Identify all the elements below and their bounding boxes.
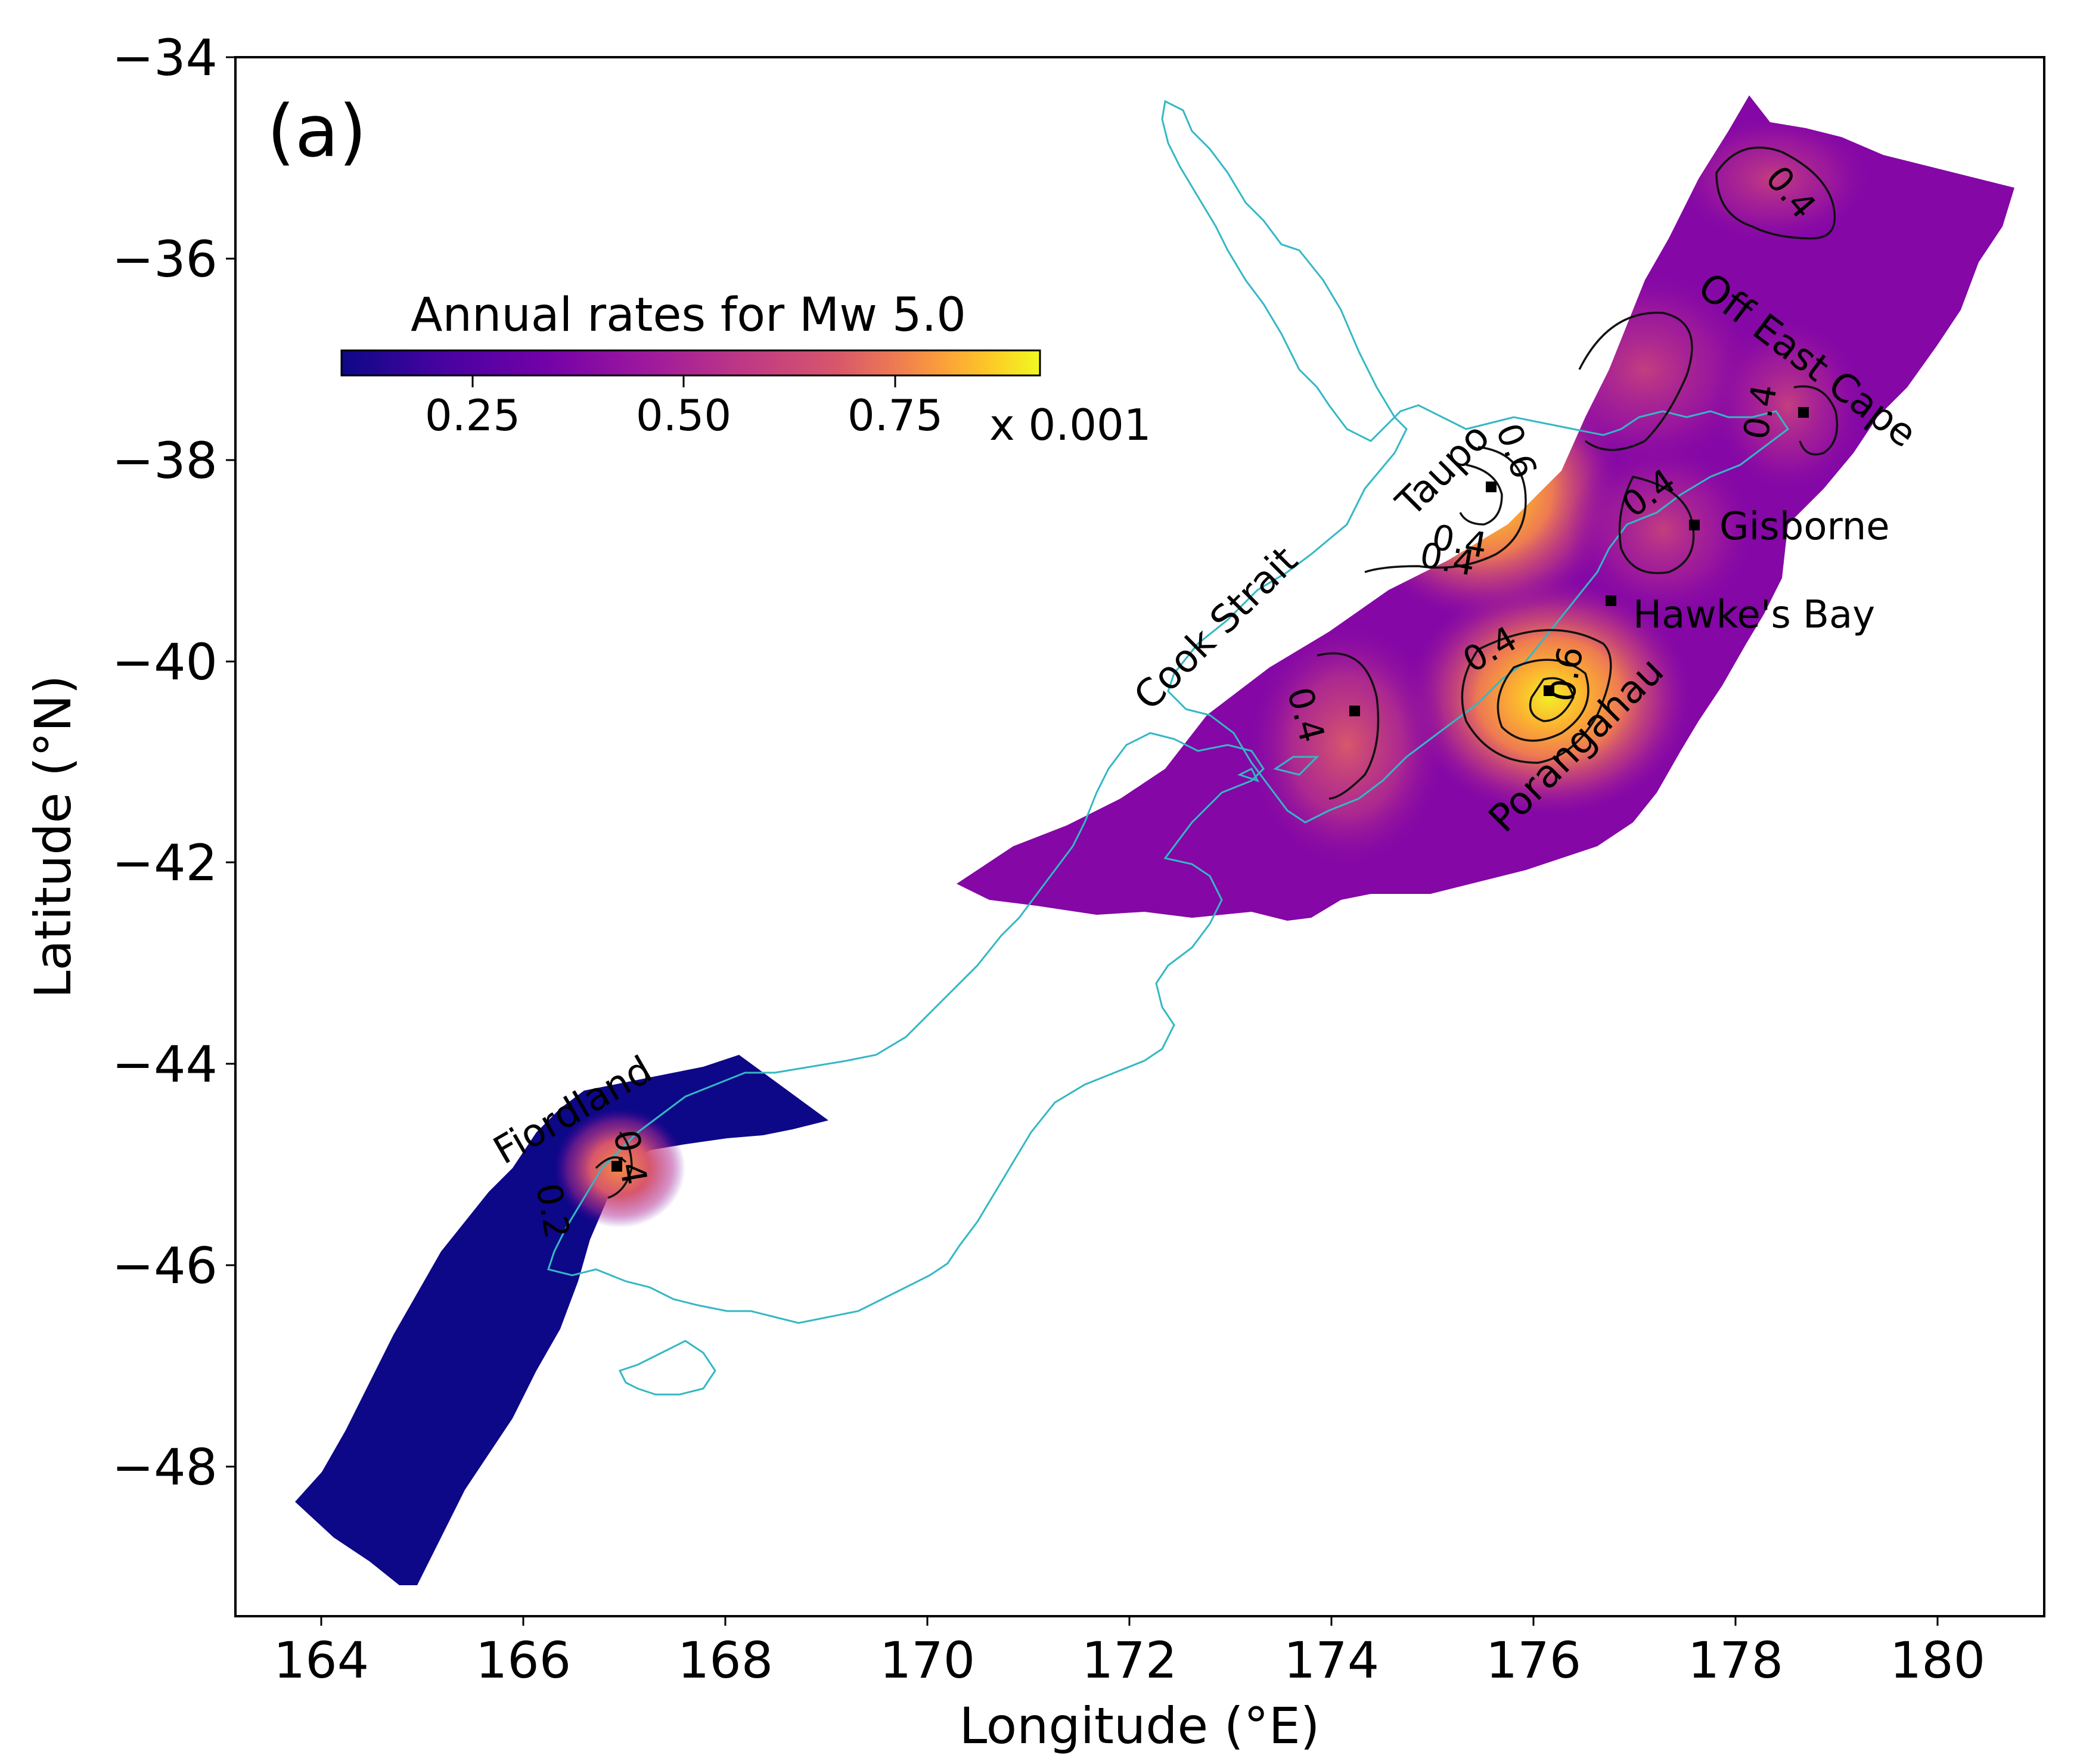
y-tick-label: −44 <box>112 1035 218 1094</box>
y-tick-label: −34 <box>112 29 218 87</box>
colorbar-tick: 0.75 <box>847 390 943 440</box>
place-label-gisborne: Gisborne <box>1719 505 1890 549</box>
contour-label: 0.2 <box>528 1181 578 1242</box>
gisborne-marker <box>1689 520 1700 530</box>
porangahau-marker <box>1544 685 1554 696</box>
coastline <box>547 100 1790 1396</box>
x-tick-label: 170 <box>880 1631 975 1690</box>
hawkes-bay-marker <box>1606 595 1616 606</box>
colorbar-tick: 0.50 <box>636 390 731 440</box>
y-axis: −34 −36 −38 −40 −42 −44 −46 −48 Latitude… <box>24 29 235 1496</box>
contour-lines <box>595 147 1839 1199</box>
x-tick-label: 166 <box>476 1631 571 1690</box>
y-tick-label: −36 <box>112 230 218 288</box>
contour-label: 0.6 <box>1542 644 1591 705</box>
colorbar: Annual rates for Mw 5.0 0.25 0.50 0.75 x… <box>340 288 1151 450</box>
taupo-marker <box>1486 482 1497 492</box>
x-axis: 164 166 168 170 172 174 176 178 180 Long… <box>274 1616 1985 1755</box>
y-tick-label: −46 <box>112 1237 218 1295</box>
off-east-cape-marker <box>1798 407 1809 418</box>
y-tick-label: −42 <box>112 834 218 892</box>
cook-strait-marker <box>1349 706 1360 716</box>
contour-label: 0.4 <box>1429 517 1491 566</box>
x-tick-label: 176 <box>1486 1631 1581 1690</box>
y-tick-label: −48 <box>112 1438 218 1496</box>
y-tick-label: −40 <box>112 633 218 691</box>
panel-label: (a) <box>267 91 367 173</box>
x-tick-label: 164 <box>274 1631 369 1690</box>
y-axis-label: Latitude (°N) <box>24 675 82 999</box>
north-island-zone <box>957 95 2014 921</box>
y-tick-label: −38 <box>112 431 218 490</box>
contour-label: 0.4 <box>1736 381 1785 443</box>
x-tick-label: 172 <box>1082 1631 1177 1690</box>
x-axis-label: Longitude (°E) <box>959 1697 1320 1755</box>
contour-label: 0.4 <box>606 1127 655 1188</box>
colorbar-scale <box>340 349 1041 377</box>
contour-label: 0.4 <box>1417 535 1479 584</box>
x-tick-label: 174 <box>1284 1631 1379 1690</box>
x-tick-label: 180 <box>1890 1631 1985 1690</box>
fiordland-zone <box>295 1055 828 1585</box>
colorbar-multiplier: x 0.001 <box>989 400 1151 450</box>
site-markers <box>611 407 1809 1172</box>
x-tick-label: 168 <box>678 1631 773 1690</box>
plot-frame <box>234 56 2045 1617</box>
fiordland-marker <box>611 1161 622 1172</box>
place-label-hawkes-bay: Hawke's Bay <box>1633 593 1875 637</box>
x-tick-label: 178 <box>1688 1631 1783 1690</box>
colorbar-tick: 0.25 <box>425 390 520 440</box>
colorbar-title: Annual rates for Mw 5.0 <box>411 288 966 342</box>
